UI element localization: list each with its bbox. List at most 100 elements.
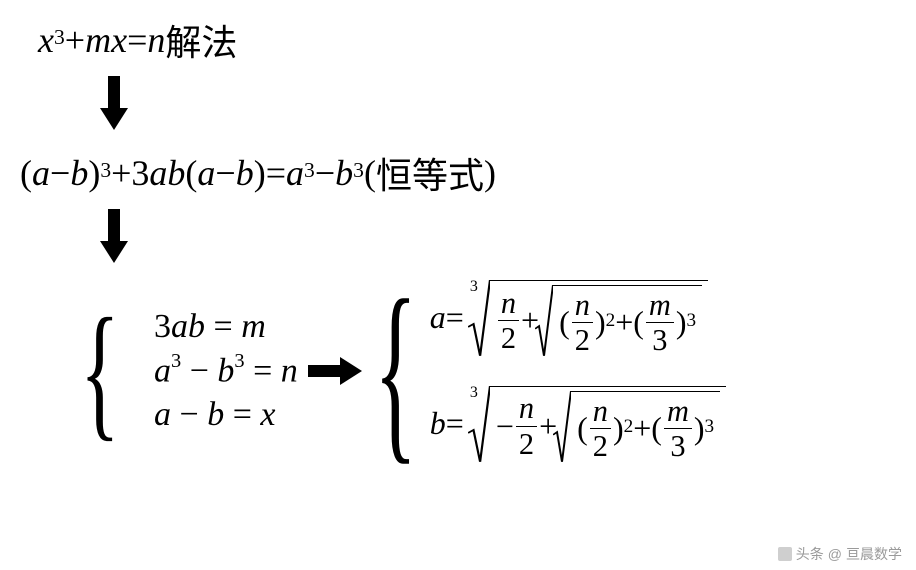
exp: 2	[606, 310, 616, 332]
x-exp: 3	[54, 25, 65, 50]
a: a	[32, 152, 50, 194]
rp: )	[694, 410, 705, 447]
lp: (	[651, 410, 662, 447]
ab: ab	[171, 308, 205, 345]
arrow-shaft	[108, 209, 120, 243]
exp: 3	[234, 350, 244, 372]
rp: )	[484, 152, 496, 194]
radical-icon	[468, 386, 490, 462]
arrow-head	[340, 357, 362, 385]
minus: −	[315, 152, 335, 194]
den: 3	[649, 325, 670, 355]
a: a	[197, 152, 215, 194]
lp: (	[20, 152, 32, 194]
radical-icon	[535, 285, 553, 356]
arrow-down-2	[100, 209, 128, 265]
system-body: 3ab = m a3 − b3 = n a − b = x	[154, 308, 298, 434]
sys-row-3: a − b = x	[154, 396, 298, 434]
radical-icon	[553, 391, 571, 462]
radicand: n 2 + (	[490, 280, 708, 356]
frac-n-2: n 2	[590, 396, 611, 462]
eq: =	[446, 405, 464, 442]
a: a	[286, 152, 304, 194]
minus: −	[215, 152, 235, 194]
num: m	[646, 290, 674, 320]
b: b	[70, 152, 88, 194]
num: n	[590, 396, 611, 426]
b: b	[335, 152, 353, 194]
rp: )	[595, 304, 606, 341]
equation-original: x3 + mx = n 解法	[20, 14, 896, 66]
sqrt-inner: ( n 2 )2 + (	[557, 391, 720, 462]
arrow-head	[100, 108, 128, 130]
sqrt-inner: ( n 2 )2 + (	[539, 285, 702, 356]
plus: +	[111, 152, 131, 194]
frac-n-2: n 2	[572, 290, 593, 356]
exp: 3	[100, 158, 111, 183]
rp: )	[613, 410, 624, 447]
eq: =	[245, 352, 281, 389]
b: b	[236, 152, 254, 194]
num: n	[516, 393, 537, 423]
exp: 3	[171, 350, 181, 372]
label-solution: 解法	[165, 14, 237, 66]
den: 2	[590, 431, 611, 461]
bottom-row: { 3ab = m a3 − b3 = n a − b = x {	[20, 280, 896, 462]
neg: −	[496, 408, 514, 445]
mx: mx	[85, 19, 127, 61]
arrow-shaft	[108, 76, 120, 110]
rp: )	[88, 152, 100, 194]
plus: +	[615, 304, 633, 341]
cuberoot: 3 n 2 +	[464, 280, 708, 356]
radical-icon	[468, 280, 490, 356]
eq: =	[266, 152, 286, 194]
lp: (	[364, 152, 376, 194]
arrow-right	[308, 357, 364, 385]
frac-m-3: m 3	[646, 290, 674, 356]
lp: (	[633, 304, 644, 341]
den: 3	[667, 431, 688, 461]
brace-left: {	[80, 311, 120, 431]
equation-identity: ( a − b )3 + 3ab ( a − b ) = a3 − b3 (恒等…	[20, 147, 896, 199]
den: 2	[498, 323, 519, 353]
num: n	[572, 290, 593, 320]
arrow-shaft	[308, 365, 342, 377]
den: 2	[572, 325, 593, 355]
solution-a: a = 3 n 2 +	[430, 280, 726, 356]
n: n	[147, 19, 165, 61]
num: n	[498, 288, 519, 318]
x: x	[260, 396, 275, 433]
watermark-prefix: 头条	[796, 544, 824, 564]
arrow-head	[100, 241, 128, 263]
b-var: b	[430, 405, 446, 442]
three: 3	[131, 152, 149, 194]
frac-n-2: n 2	[498, 288, 519, 354]
cuberoot: 3 − n 2 +	[464, 386, 726, 462]
exp: 3	[687, 310, 697, 332]
arrow-down-1	[100, 76, 128, 132]
system-body: a = 3 n 2 +	[430, 280, 726, 462]
a: a	[154, 352, 171, 389]
sys-row-2: a3 − b3 = n	[154, 352, 298, 390]
exp: 3	[353, 158, 364, 183]
rp: )	[254, 152, 266, 194]
eq: =	[127, 19, 147, 61]
n: n	[281, 352, 298, 389]
b: b	[217, 352, 234, 389]
lp: (	[577, 410, 588, 447]
lp: (	[559, 304, 570, 341]
frac-n-2: n 2	[516, 393, 537, 459]
b: b	[207, 396, 224, 433]
ab: ab	[149, 152, 185, 194]
lp: (	[185, 152, 197, 194]
eq: =	[446, 299, 464, 336]
watermark-logo-icon	[778, 547, 792, 561]
brace-left: {	[374, 291, 417, 451]
minus: −	[181, 352, 217, 389]
radicand: − n 2 +	[490, 386, 726, 462]
system-substitution: { 3ab = m a3 − b3 = n a − b = x	[80, 308, 298, 434]
eq: =	[205, 308, 241, 345]
x-var: x	[38, 19, 54, 61]
a: a	[154, 396, 171, 433]
solution-b: b = 3 − n 2	[430, 386, 726, 462]
